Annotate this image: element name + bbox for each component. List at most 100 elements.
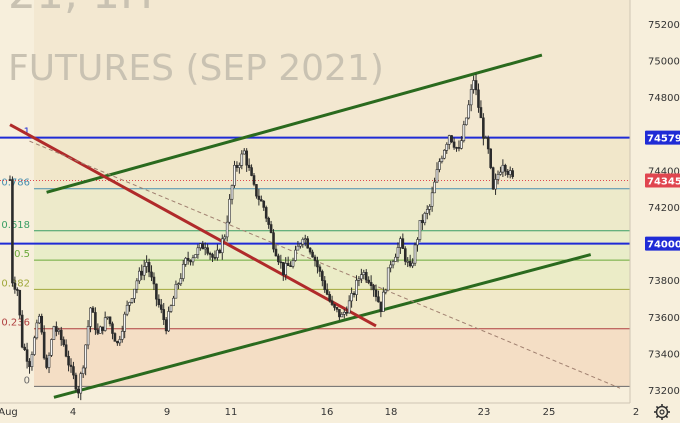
candle-body (401, 238, 405, 249)
candle-body (30, 354, 34, 368)
candle-body (101, 326, 105, 331)
candle-body (425, 209, 429, 214)
candle-body (418, 220, 422, 240)
candle-body (438, 161, 441, 170)
candle-body (291, 260, 295, 267)
candle-body (262, 200, 266, 208)
candle-body (460, 140, 463, 149)
candle-body (328, 294, 331, 302)
candle-body (416, 239, 419, 246)
candle-body (67, 355, 70, 366)
x-tick-label: 16 (321, 407, 334, 418)
candle-body (421, 220, 424, 224)
candle-body (174, 284, 178, 299)
x-tick-label: 25 (543, 407, 556, 418)
candle-body (396, 247, 400, 258)
candle-body (362, 272, 366, 275)
candle-body (299, 243, 302, 247)
candle-body (147, 262, 151, 273)
candle-body (472, 80, 475, 90)
candle-body (499, 171, 502, 175)
candle-body (242, 150, 246, 155)
candle-body (179, 278, 183, 285)
candle-body (130, 298, 134, 303)
candle-body (394, 256, 397, 262)
candle-body (435, 169, 439, 183)
candle-body (184, 257, 187, 265)
candle-body (52, 326, 56, 340)
candle-body (162, 309, 166, 321)
candle-body (155, 283, 158, 300)
candle-body (159, 304, 163, 310)
candle-body (264, 207, 268, 219)
candle-body (286, 263, 290, 267)
candle-body (452, 141, 456, 148)
fib-band (34, 188, 630, 231)
candle-body (489, 148, 492, 168)
watermark-line1: 21, 1H (8, 0, 153, 19)
candle-body (189, 260, 192, 263)
candle-body (191, 257, 195, 263)
candle-body (469, 89, 473, 106)
candle-body (33, 337, 36, 355)
fib-band (34, 137, 630, 189)
candle-body (96, 329, 100, 334)
candle-body (72, 366, 75, 376)
candle-body (399, 238, 402, 248)
price-axis-bg (630, 0, 680, 423)
fib-label: 1 (24, 127, 30, 138)
trend-lines (9, 53, 621, 399)
time-axis-bg (0, 403, 680, 423)
candle-body (384, 289, 388, 293)
candle-body (323, 280, 327, 291)
candle-body (55, 326, 58, 332)
candle-body (257, 195, 261, 200)
trend-line-lower-channel (53, 253, 592, 399)
fib-label: 0 (24, 375, 30, 386)
candle-body (308, 247, 312, 253)
candle-body (59, 329, 63, 341)
candle-body (506, 170, 510, 175)
candle-body (206, 247, 209, 254)
candle-body (279, 261, 283, 264)
candle-body (172, 297, 175, 307)
candle-body (428, 206, 431, 210)
candle-body (150, 271, 153, 278)
candle-body (42, 331, 46, 359)
candle-body (255, 184, 258, 197)
candle-body (123, 313, 126, 332)
candle-body (91, 307, 95, 313)
candle-body (84, 344, 87, 369)
fib-label: 0.618 (1, 220, 30, 231)
candle-body (443, 150, 446, 159)
y-tick-label: 73600 (648, 313, 680, 324)
candle-body (364, 272, 368, 281)
fib-label: 0.5 (14, 249, 30, 260)
candle-body (128, 302, 131, 306)
candle-body (391, 261, 395, 266)
candle-body (367, 279, 370, 283)
candle-body (296, 245, 300, 251)
horizontal-levels (0, 136, 630, 245)
candle-body (357, 278, 361, 281)
candle-body (50, 339, 53, 356)
candle-body (479, 107, 483, 119)
candle-body (281, 262, 285, 276)
candle-body (313, 256, 317, 261)
candle-body (77, 388, 80, 394)
candle-body (464, 117, 468, 126)
candle-body (316, 260, 319, 268)
price-badge-label: 74000 (647, 240, 680, 251)
candle-body (25, 349, 29, 362)
y-tick-label: 73400 (648, 349, 680, 360)
candle-body (433, 181, 436, 194)
candle-body (64, 344, 68, 357)
gear-icon[interactable] (654, 404, 670, 420)
candle-body (374, 289, 378, 298)
fib-label: 0.236 (1, 318, 30, 329)
candle-body (342, 311, 346, 315)
candle-body (199, 243, 202, 249)
candle-body (504, 164, 507, 172)
candle-body (430, 192, 434, 207)
